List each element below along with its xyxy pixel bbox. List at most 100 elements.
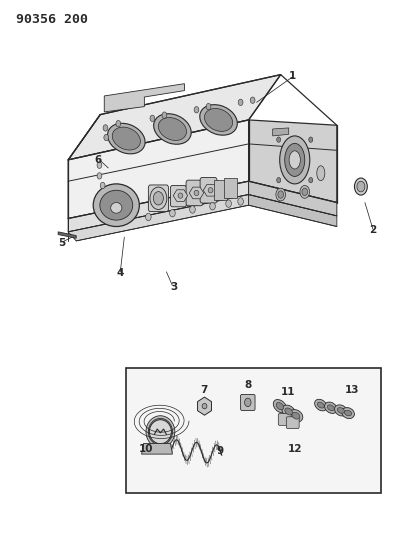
Circle shape bbox=[245, 398, 251, 407]
FancyBboxPatch shape bbox=[186, 180, 203, 206]
Circle shape bbox=[206, 103, 211, 110]
Circle shape bbox=[300, 185, 310, 198]
Text: 6: 6 bbox=[95, 155, 102, 165]
Bar bbox=[224, 178, 237, 198]
Polygon shape bbox=[189, 187, 204, 199]
Text: 13: 13 bbox=[345, 385, 359, 395]
Circle shape bbox=[162, 112, 167, 118]
Polygon shape bbox=[68, 195, 249, 241]
Circle shape bbox=[210, 203, 215, 210]
Polygon shape bbox=[58, 232, 76, 238]
FancyBboxPatch shape bbox=[148, 185, 168, 212]
Circle shape bbox=[146, 213, 151, 221]
Ellipse shape bbox=[334, 405, 347, 416]
Ellipse shape bbox=[282, 405, 296, 418]
Polygon shape bbox=[173, 190, 188, 201]
Polygon shape bbox=[142, 443, 172, 454]
Ellipse shape bbox=[289, 151, 300, 169]
Ellipse shape bbox=[100, 190, 133, 220]
Circle shape bbox=[238, 99, 243, 106]
Text: 12: 12 bbox=[288, 444, 302, 454]
Circle shape bbox=[309, 177, 313, 183]
Polygon shape bbox=[198, 397, 211, 415]
Ellipse shape bbox=[315, 399, 327, 411]
Ellipse shape bbox=[327, 405, 334, 410]
Polygon shape bbox=[203, 184, 218, 196]
Ellipse shape bbox=[202, 403, 207, 409]
Ellipse shape bbox=[276, 402, 284, 410]
Ellipse shape bbox=[112, 127, 140, 150]
Polygon shape bbox=[249, 195, 337, 227]
Ellipse shape bbox=[357, 181, 365, 192]
Ellipse shape bbox=[317, 166, 325, 181]
Ellipse shape bbox=[337, 408, 344, 413]
Circle shape bbox=[116, 120, 121, 127]
Ellipse shape bbox=[285, 143, 305, 176]
Text: 1: 1 bbox=[289, 71, 296, 80]
Text: 8: 8 bbox=[244, 380, 251, 390]
Text: 2: 2 bbox=[369, 225, 377, 235]
Ellipse shape bbox=[111, 203, 122, 213]
Circle shape bbox=[238, 198, 243, 205]
Circle shape bbox=[250, 97, 255, 103]
FancyBboxPatch shape bbox=[241, 394, 255, 410]
Polygon shape bbox=[249, 181, 337, 216]
Text: 90356 200: 90356 200 bbox=[16, 13, 88, 26]
Ellipse shape bbox=[273, 400, 287, 413]
Ellipse shape bbox=[148, 418, 172, 445]
Text: 5: 5 bbox=[59, 238, 66, 247]
Circle shape bbox=[309, 137, 313, 142]
Circle shape bbox=[277, 137, 281, 142]
Polygon shape bbox=[68, 75, 281, 160]
Ellipse shape bbox=[354, 178, 367, 195]
Ellipse shape bbox=[324, 402, 337, 414]
Text: 7: 7 bbox=[200, 385, 207, 395]
Ellipse shape bbox=[154, 191, 164, 205]
Ellipse shape bbox=[289, 409, 303, 422]
Text: 10: 10 bbox=[139, 444, 154, 454]
Ellipse shape bbox=[285, 408, 293, 415]
Bar bbox=[214, 180, 227, 200]
Circle shape bbox=[278, 191, 284, 198]
Text: 3: 3 bbox=[171, 282, 178, 292]
Polygon shape bbox=[249, 120, 337, 203]
Ellipse shape bbox=[200, 104, 237, 135]
Polygon shape bbox=[68, 181, 249, 232]
Ellipse shape bbox=[93, 184, 140, 227]
Ellipse shape bbox=[146, 416, 175, 448]
Ellipse shape bbox=[154, 114, 191, 144]
Text: 9: 9 bbox=[216, 447, 223, 456]
Ellipse shape bbox=[158, 118, 186, 140]
Bar bbox=[126, 368, 381, 493]
Ellipse shape bbox=[208, 188, 213, 193]
Circle shape bbox=[150, 115, 155, 122]
Text: 11: 11 bbox=[281, 387, 295, 397]
FancyBboxPatch shape bbox=[170, 185, 186, 207]
Circle shape bbox=[226, 200, 231, 207]
Ellipse shape bbox=[149, 420, 172, 443]
Polygon shape bbox=[68, 120, 249, 219]
Circle shape bbox=[97, 162, 102, 168]
Ellipse shape bbox=[194, 190, 199, 196]
Circle shape bbox=[302, 188, 308, 196]
FancyBboxPatch shape bbox=[278, 414, 291, 425]
Circle shape bbox=[103, 125, 108, 131]
Circle shape bbox=[276, 188, 286, 201]
Ellipse shape bbox=[150, 187, 167, 209]
Ellipse shape bbox=[317, 402, 324, 408]
Circle shape bbox=[190, 206, 195, 213]
Ellipse shape bbox=[178, 193, 183, 198]
Circle shape bbox=[100, 182, 105, 189]
Circle shape bbox=[277, 177, 281, 183]
Ellipse shape bbox=[205, 109, 233, 131]
Polygon shape bbox=[273, 128, 289, 136]
Ellipse shape bbox=[107, 123, 145, 154]
Ellipse shape bbox=[151, 421, 170, 442]
Text: 4: 4 bbox=[117, 268, 124, 278]
Ellipse shape bbox=[342, 408, 354, 418]
Circle shape bbox=[104, 134, 109, 141]
Ellipse shape bbox=[292, 413, 300, 419]
Circle shape bbox=[194, 107, 199, 113]
Circle shape bbox=[97, 173, 102, 179]
FancyBboxPatch shape bbox=[200, 177, 217, 203]
